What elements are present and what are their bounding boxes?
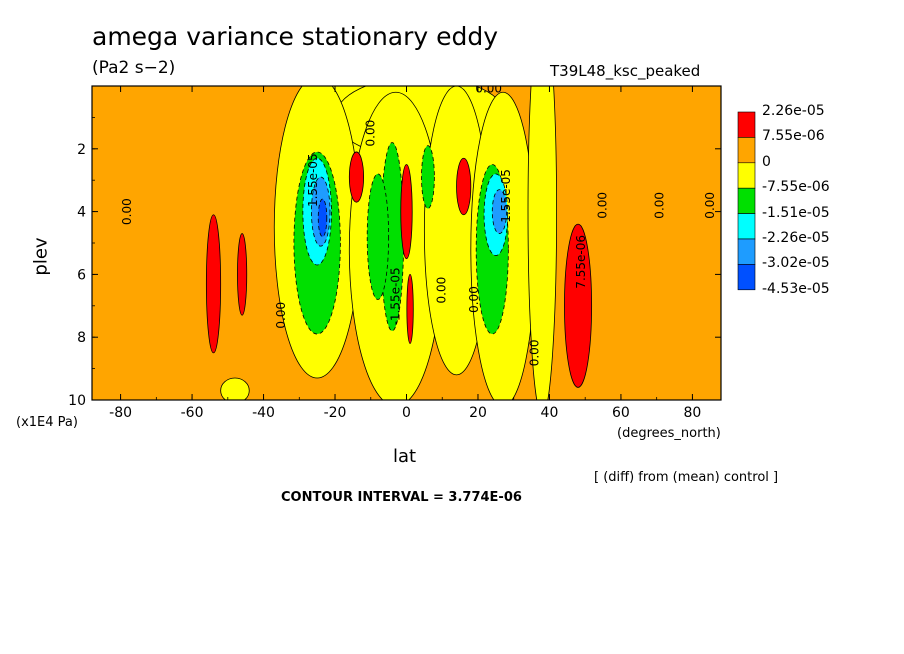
x-axis-label: lat xyxy=(393,446,417,467)
legend xyxy=(737,111,756,291)
x-tick-label-3: -20 xyxy=(324,405,347,421)
chart-title: amega variance stationary eddy xyxy=(92,22,499,51)
legend-label-4: -1.51e-05 xyxy=(762,204,830,221)
contour-region-green-10 xyxy=(366,173,390,300)
axes: -80 -60 -40 -20 0 20 40 60 80 2 4 6 8 10 xyxy=(68,86,721,421)
contour-label-11: -1.55e-05 xyxy=(388,267,402,325)
contour-label-2: 0.00 xyxy=(274,302,288,329)
contour-label-6: 0.00 xyxy=(528,340,542,367)
legend-label-2: 0 xyxy=(762,153,771,170)
contour-label-9: 0.00 xyxy=(703,192,717,219)
contour-label-group: 0.00 0.00 0.00 0.00 0.00 0.00 0.00 0.00 0.00 0.00… xyxy=(120,82,717,367)
legend-label-0: 2.26e-05 xyxy=(762,103,825,119)
legend-label-1: 7.55e-06 xyxy=(762,128,825,145)
legend-swatch-3 xyxy=(737,187,756,214)
contour-label-12: 1.55e-05 xyxy=(499,169,513,223)
contour-label-13: 7.55e-06 xyxy=(574,235,588,289)
x-tick-label-6: 40 xyxy=(541,405,559,421)
contour-label-3: 0.00 xyxy=(363,120,377,147)
contour-region-red-23 xyxy=(237,233,248,316)
legend-label-6: -3.02e-05 xyxy=(762,255,830,272)
x-tick-label-8: 80 xyxy=(683,405,701,421)
contour-label-10: 1.55e-05 xyxy=(306,153,320,207)
legend-swatch-5 xyxy=(737,238,756,265)
contour-interval: CONTOUR INTERVAL = 3.774E-06 xyxy=(281,490,522,505)
run-label: T39L48_ksc_peaked xyxy=(550,62,701,80)
legend-swatch-0 xyxy=(737,111,756,138)
y-axis-label: plev xyxy=(30,237,52,276)
contour-region-red-18 xyxy=(348,151,365,203)
contour-region-yellow-7 xyxy=(220,377,250,400)
x-tick-label-2: -40 xyxy=(252,405,275,421)
x-unit-label: (degrees_north) xyxy=(617,426,721,441)
contour-region-red-20 xyxy=(406,273,414,344)
x-tick-label-7: 60 xyxy=(612,405,630,421)
contour-region-blue-17 xyxy=(317,198,328,238)
legend-label-3: -7.55e-06 xyxy=(762,179,830,196)
legend-label-7: -4.53e-05 xyxy=(762,280,830,297)
contour-label-8: 0.00 xyxy=(653,192,667,219)
diff-note: [ (diff) from (mean) control ] xyxy=(594,470,779,485)
y-tick-label-0: 2 xyxy=(77,142,86,158)
y-tick-label-1: 4 xyxy=(77,205,86,221)
y-tick-label-3: 8 xyxy=(77,330,86,346)
contour-label-4: 0.00 xyxy=(435,277,449,304)
legend-swatch-4 xyxy=(737,213,756,240)
x-tick-label-1: -60 xyxy=(181,405,204,421)
contour-label-5: 0.00 xyxy=(467,286,481,313)
legend-swatch-6 xyxy=(737,264,756,291)
contour-region-yellow-6 xyxy=(527,86,557,400)
x-tick-label-5: 20 xyxy=(469,405,487,421)
contour-region-red-19 xyxy=(400,164,413,260)
x-tick-label-4: 0 xyxy=(402,405,411,421)
y-tick-label-2: 6 xyxy=(77,267,86,283)
contour-field xyxy=(92,86,721,400)
contour-region-red-24 xyxy=(564,223,593,388)
legend-label-5: -2.26e-05 xyxy=(762,230,830,246)
contour-label-1: 0.00 xyxy=(120,198,134,225)
contour-region-red-21 xyxy=(456,157,472,216)
contour-region-green-11 xyxy=(421,145,435,209)
chart-units: (Pa2 s−2) xyxy=(92,58,176,78)
contour-label-7: 0.00 xyxy=(596,192,610,219)
legend-swatch-2 xyxy=(737,162,756,189)
x-tick-label-0: -80 xyxy=(109,405,132,421)
legend-swatch-1 xyxy=(737,137,756,164)
y-tick-label-4: 10 xyxy=(68,393,86,409)
contour-region-red-22 xyxy=(205,214,222,354)
contour-label-0: 0.00 xyxy=(475,82,502,96)
y-unit-label: (x1E4 Pa) xyxy=(16,415,78,430)
contour-region-lightblue-16 xyxy=(491,189,507,234)
